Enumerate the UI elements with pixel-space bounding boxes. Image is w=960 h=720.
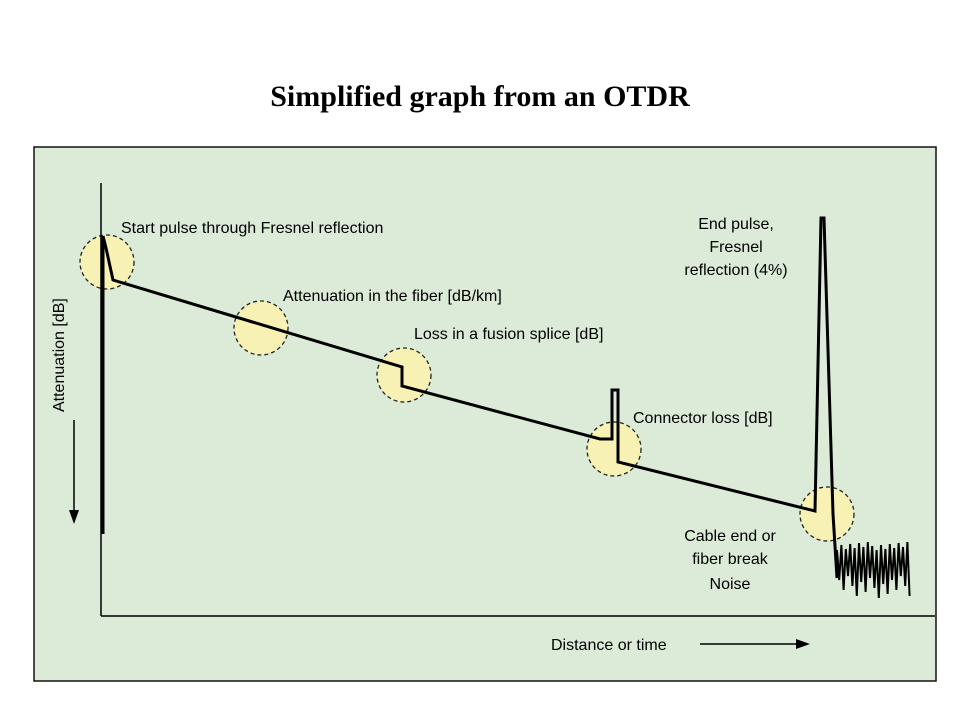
end-pulse-label-line-2: Fresnel: [709, 239, 762, 256]
x-direction-arrow-head: [796, 639, 810, 649]
connector-loss-highlight: [586, 421, 642, 477]
y-axis-label: Attenuation [dB]: [51, 298, 68, 412]
connector-loss-label: Connector loss [dB]: [633, 410, 773, 427]
noise-trace: [836, 541, 911, 599]
fiber-attenuation-highlight: [233, 300, 289, 356]
highlight-circles: [79, 234, 855, 542]
otdr-trace: [101, 216, 839, 579]
x-axis-label: Distance or time: [551, 637, 667, 654]
cable-end-label-line-1: Cable end or: [684, 528, 776, 545]
diagram-panel: [33, 146, 937, 682]
end-pulse-label-line-1: End pulse,: [698, 216, 774, 233]
fusion-splice-highlight: [376, 347, 432, 403]
noise-label: Noise: [710, 576, 751, 593]
end-pulse-label-line-3: reflection (4%): [684, 262, 787, 279]
start-pulse-highlight: [79, 234, 135, 290]
diagram-title: Simplified graph from an OTDR: [270, 80, 690, 113]
start-pulse-label: Start pulse through Fresnel reflection: [121, 220, 383, 237]
fusion-splice-label: Loss in a fusion splice [dB]: [414, 326, 603, 343]
cable-end-label-line-2: fiber break: [692, 551, 769, 568]
cable-end-highlight: [799, 486, 855, 542]
y-direction-arrow-head: [69, 510, 79, 524]
fiber-attenuation-label: Attenuation in the fiber [dB/km]: [283, 288, 502, 305]
